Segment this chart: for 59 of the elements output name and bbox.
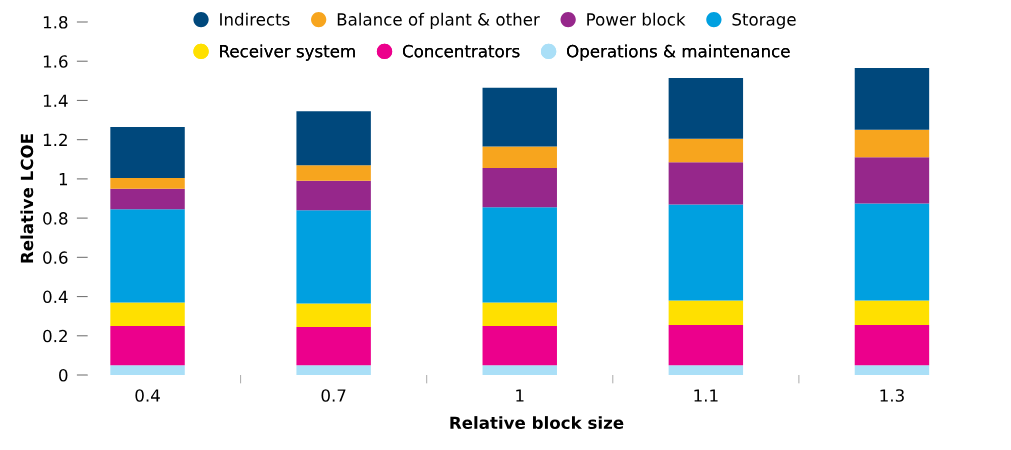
bar [854, 203, 930, 301]
x-tick-label: 0.7 [321, 389, 346, 402]
bar [110, 302, 185, 326]
legend-label: Indirects [220, 12, 290, 26]
bar [296, 210, 371, 304]
bar [854, 68, 930, 130]
bar [296, 326, 371, 366]
bar [296, 303, 371, 327]
y-tick-label: 0.4 [43, 290, 68, 304]
y-tick-label: 0 [59, 368, 68, 382]
bar [854, 129, 930, 158]
bar [854, 157, 930, 204]
bar [296, 111, 371, 166]
legend-label: Receiver system [220, 44, 355, 61]
bar [668, 300, 744, 325]
x-tick-label: 1 [516, 389, 524, 402]
bar [668, 365, 744, 375]
bar [110, 177, 185, 189]
bar [110, 365, 185, 375]
y-tick-label: 1 [59, 173, 68, 186]
bar [110, 188, 185, 210]
bar [482, 207, 557, 303]
bar [482, 302, 557, 326]
bar [482, 325, 557, 366]
bar [110, 209, 185, 303]
legend-label: Operations & maintenance [567, 44, 790, 61]
bar [296, 180, 371, 211]
legend-label: Power block [587, 12, 686, 26]
x-tick-label: 1.1 [694, 389, 718, 402]
bar [668, 324, 744, 366]
x-axis-title: Relative block size [450, 416, 624, 430]
bar [296, 165, 371, 181]
bar [668, 77, 744, 139]
y-tick-label: 1.6 [43, 55, 68, 68]
x-tick-label: 1.3 [880, 389, 904, 402]
y-tick-label: 0.6 [43, 251, 68, 264]
bar [668, 138, 744, 163]
legend-label: Storage [732, 13, 796, 29]
legend-label: Balance of plant & other [337, 12, 540, 29]
bar [854, 300, 930, 325]
bar [110, 126, 185, 178]
y-tick-label: 0.8 [43, 212, 68, 225]
bar [296, 365, 371, 375]
y-tick-label: 1.8 [43, 15, 68, 29]
bar [854, 324, 930, 366]
bar [668, 162, 744, 205]
bar [110, 325, 185, 366]
y-tick-label: 1.4 [43, 94, 68, 107]
bar [482, 365, 557, 375]
bar [482, 87, 557, 147]
bar [668, 204, 744, 301]
bar [482, 146, 557, 169]
legend-label: Concentrators [402, 44, 520, 58]
y-tick-label: 1.2 [43, 133, 67, 146]
y-tick-label: 0.2 [43, 329, 67, 343]
bar [854, 365, 930, 375]
x-tick-label: 0.4 [135, 389, 160, 402]
bar [482, 168, 557, 208]
y-axis-title: Relative LCOE [20, 134, 34, 263]
